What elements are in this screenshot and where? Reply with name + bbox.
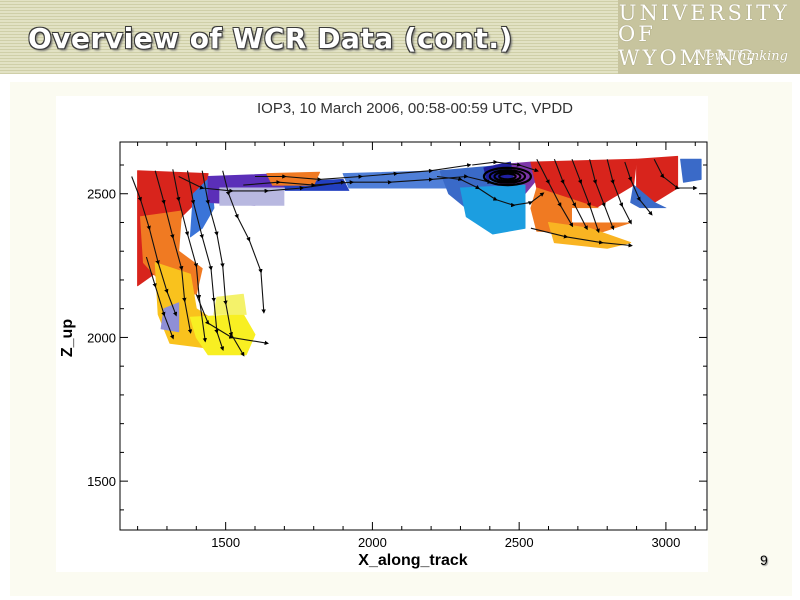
logo-line-2: OF WYOMING [618, 22, 757, 70]
data-gap-1 [284, 190, 432, 209]
vortex-ring-1 [493, 170, 522, 183]
vortex-ring-3 [482, 166, 533, 187]
x-axis-label: X_along_track [358, 552, 467, 569]
streamline-11 [436, 175, 545, 208]
streamline-19 [653, 158, 698, 191]
x-tick-label-2000: 2000 [358, 535, 387, 550]
streamline-8 [195, 294, 269, 346]
streamline-12 [472, 159, 539, 173]
contour-region-21 [680, 158, 702, 183]
contour-region-14 [460, 184, 526, 235]
slide-title: Overview of WCR Data (cont.) [28, 22, 513, 55]
x-tick-label-1500: 1500 [211, 535, 240, 550]
chart-title: IOP3, 10 March 2006, 00:58-00:59 UTC, VP… [257, 100, 573, 117]
streamline-16 [589, 159, 615, 231]
x-tick-label-3000: 3000 [651, 535, 680, 550]
y-axis-label: Z_up [59, 319, 76, 357]
x-tick-label-2500: 2500 [505, 535, 534, 550]
plot-frame [119, 141, 708, 531]
data-gap-0 [571, 208, 707, 223]
university-logo: UNIVERSITY OF WYOMING New Thinking [618, 0, 800, 74]
logo-line-1: UNIVERSITY [618, 1, 790, 25]
streamline-18 [624, 161, 653, 216]
y-tick-label-1500: 1500 [87, 474, 116, 489]
y-tick-label-2000: 2000 [87, 330, 116, 345]
x-axis: 1500 2000 2500 3000 [137, 142, 696, 550]
logo-tagline: New Thinking [695, 49, 788, 64]
streamlines [131, 158, 698, 357]
streamline-17 [606, 159, 632, 225]
contour-region-4 [213, 293, 247, 315]
vortex-ring-2 [488, 169, 527, 184]
streamline-7 [145, 256, 175, 340]
streamline-20 [530, 227, 633, 248]
contour-regions [137, 155, 707, 356]
y-tick-label-2500: 2500 [87, 187, 116, 202]
vortex-ring-0 [498, 172, 517, 181]
y-axis: 1500 2000 2500 [87, 164, 707, 511]
slide-number: 9 [760, 552, 768, 568]
